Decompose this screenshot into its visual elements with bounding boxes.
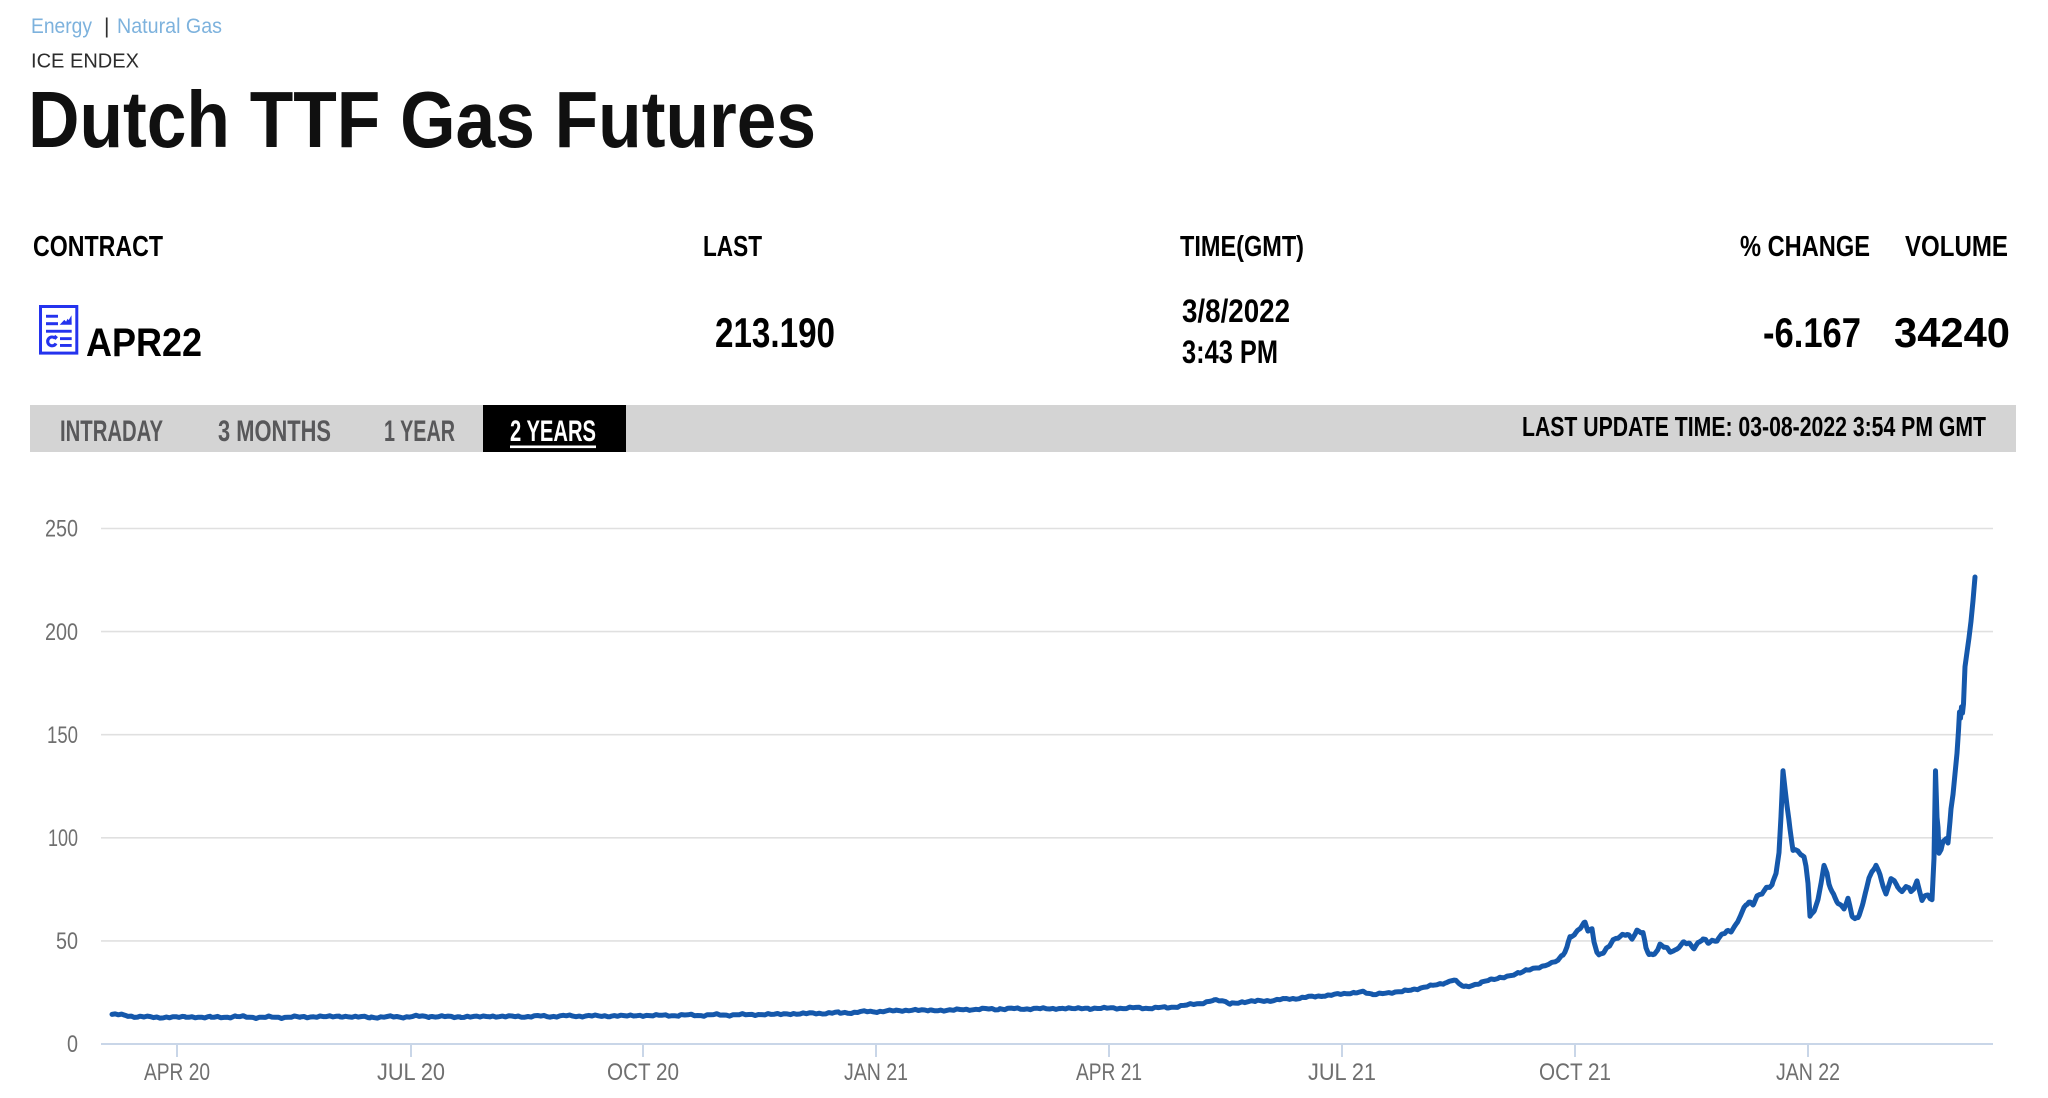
svg-text:3/8/2022: 3/8/2022	[1182, 293, 1290, 329]
svg-text:JUL 20: JUL 20	[377, 1059, 445, 1086]
svg-text:JAN 22: JAN 22	[1776, 1059, 1840, 1086]
svg-text:OCT 20: OCT 20	[607, 1059, 679, 1086]
svg-text:CONTRACT: CONTRACT	[33, 231, 163, 263]
svg-text:TIME(GMT): TIME(GMT)	[1180, 231, 1304, 263]
svg-text:Energy: Energy	[31, 15, 92, 38]
svg-text:% CHANGE: % CHANGE	[1740, 231, 1870, 263]
svg-text:34240: 34240	[1894, 309, 2010, 356]
svg-text:100: 100	[48, 825, 78, 852]
svg-text:LAST: LAST	[703, 231, 762, 263]
svg-text:0: 0	[67, 1031, 78, 1058]
svg-text:213.190: 213.190	[715, 309, 835, 356]
svg-text:LAST UPDATE TIME: 03-08-2022 3: LAST UPDATE TIME: 03-08-2022 3:54 PM GMT	[1522, 411, 1986, 442]
svg-text:APR22: APR22	[86, 321, 202, 365]
svg-text:50: 50	[56, 928, 78, 955]
svg-text:ICE ENDEX: ICE ENDEX	[31, 51, 139, 73]
svg-text:3 MONTHS: 3 MONTHS	[218, 415, 331, 448]
svg-text:Natural Gas: Natural Gas	[117, 15, 222, 38]
svg-text:VOLUME: VOLUME	[1905, 231, 2008, 263]
svg-text:APR 20: APR 20	[144, 1059, 210, 1086]
svg-text:|: |	[104, 15, 109, 38]
svg-text:2 YEARS: 2 YEARS	[510, 415, 596, 448]
svg-text:INTRADAY: INTRADAY	[60, 415, 163, 448]
svg-text:JUL 21: JUL 21	[1308, 1059, 1376, 1086]
svg-text:OCT 21: OCT 21	[1539, 1059, 1611, 1086]
svg-text:200: 200	[45, 619, 78, 646]
svg-text:Dutch TTF Gas Futures: Dutch TTF Gas Futures	[28, 75, 816, 164]
svg-text:APR 21: APR 21	[1076, 1059, 1142, 1086]
svg-text:-6.167: -6.167	[1763, 309, 1861, 356]
svg-text:150: 150	[47, 722, 78, 749]
svg-text:250: 250	[45, 516, 78, 543]
svg-text:1 YEAR: 1 YEAR	[384, 415, 455, 448]
svg-text:JAN 21: JAN 21	[844, 1059, 908, 1086]
svg-text:3:43 PM: 3:43 PM	[1182, 334, 1278, 370]
